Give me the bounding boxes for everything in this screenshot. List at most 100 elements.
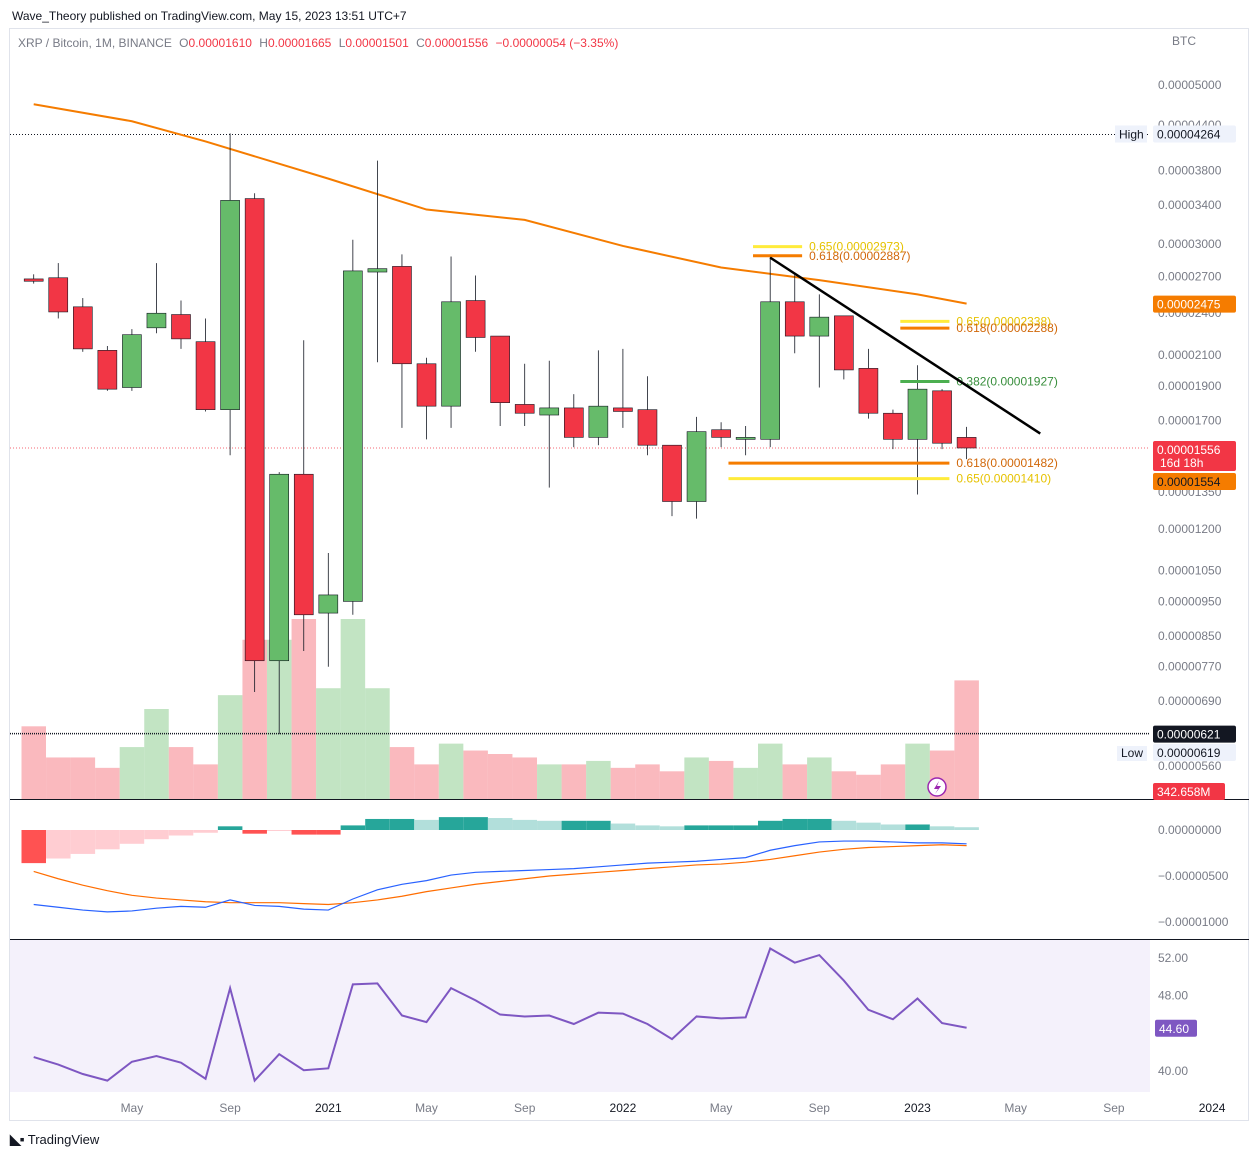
macd-line: [33, 840, 967, 913]
macd-histogram-bar: [487, 818, 513, 830]
candle[interactable]: [613, 407, 633, 412]
candle[interactable]: [956, 437, 977, 449]
price-tick-label: 0.00000950: [1158, 594, 1222, 608]
price-tick-label: 0.00001200: [1158, 522, 1222, 536]
candle[interactable]: [834, 315, 854, 371]
volume-bar: [95, 767, 120, 799]
rsi-tick-label: 52.00: [1158, 951, 1188, 965]
candle[interactable]: [662, 444, 682, 502]
fib-level-label: 0.618(0.00002288): [956, 321, 1057, 335]
trendline[interactable]: [769, 256, 1041, 435]
volume-bar: [954, 680, 979, 799]
price-tick-label: 0.00001900: [1158, 379, 1222, 393]
ma-value-tag-bg: [1153, 295, 1236, 313]
time-tick-label: May: [415, 1101, 438, 1115]
macd-tick-label: −0.00001000: [1158, 915, 1229, 929]
volume-bar: [856, 774, 881, 799]
volume-bar: [659, 771, 685, 799]
candle[interactable]: [220, 200, 240, 410]
candle[interactable]: [883, 412, 903, 440]
fib-level-label: 0.65(0.00002973): [809, 240, 904, 254]
volume-bar: [684, 757, 709, 799]
candle[interactable]: [539, 407, 560, 416]
candle[interactable]: [711, 429, 731, 438]
ma-value-tag: 0.00002475: [1157, 298, 1221, 312]
candle[interactable]: [932, 390, 952, 444]
low-line-tag-bg: [1153, 725, 1236, 743]
low-value-tag-bg: [1153, 744, 1236, 761]
candle[interactable]: [171, 314, 191, 340]
volume-bar: [168, 747, 194, 799]
candle[interactable]: [73, 306, 93, 350]
candle[interactable]: [146, 312, 167, 329]
candle[interactable]: [97, 350, 118, 390]
candle[interactable]: [809, 316, 830, 337]
macd-histogram-bar: [561, 820, 587, 830]
macd-histogram-bar: [463, 817, 488, 830]
candle[interactable]: [514, 404, 535, 414]
candle[interactable]: [23, 278, 44, 282]
candle[interactable]: [588, 405, 609, 438]
candle[interactable]: [637, 409, 658, 446]
fib-level-label: 0.618(0.00002887): [809, 249, 910, 263]
candle[interactable]: [293, 473, 314, 616]
candle[interactable]: [195, 341, 216, 410]
candle[interactable]: [563, 407, 584, 438]
candle[interactable]: [392, 266, 412, 365]
macd-histogram-bar: [807, 818, 832, 830]
candle[interactable]: [416, 363, 437, 407]
macd-histogram-bar: [193, 830, 218, 833]
candle[interactable]: [122, 334, 142, 388]
macd-histogram-bar: [758, 820, 783, 830]
symbol-name[interactable]: XRP / Bitcoin, 1M, BINANCE: [18, 36, 172, 50]
low-tag: Low: [1121, 746, 1143, 760]
macd-histogram-bar: [512, 819, 537, 830]
candle[interactable]: [760, 301, 781, 440]
high-tag: High: [1119, 128, 1144, 142]
high-value-tag-bg: [1153, 125, 1236, 143]
candle[interactable]: [269, 473, 290, 662]
price-tick-label: 0.00003400: [1158, 198, 1222, 212]
candle[interactable]: [318, 594, 339, 614]
candle[interactable]: [858, 368, 879, 414]
candle[interactable]: [48, 277, 69, 313]
time-tick-label: 2023: [904, 1101, 931, 1115]
candle[interactable]: [441, 301, 461, 407]
fib-level-label: 0.618(0.00001482): [956, 456, 1057, 470]
fib-price-tag-bg: [1153, 473, 1236, 490]
candle[interactable]: [735, 437, 756, 440]
volume-bar: [46, 757, 71, 799]
last-price-tag: 0.00001556: [1157, 443, 1221, 457]
macd-histogram-bar: [537, 820, 562, 830]
macd-histogram-bar: [782, 818, 808, 830]
rsi-line: [33, 947, 967, 1083]
volume-bar: [758, 743, 783, 799]
last-price-tag-bg: [1153, 441, 1236, 471]
price-tick-label: 0.00002100: [1158, 348, 1222, 362]
volume-value-tag: 342.658M: [1157, 785, 1210, 799]
candle[interactable]: [465, 300, 486, 338]
tradingview-logo[interactable]: ◣▪ TradingView: [10, 1131, 99, 1148]
candle[interactable]: [686, 431, 707, 502]
candle[interactable]: [244, 198, 265, 662]
candle[interactable]: [343, 270, 363, 602]
candle[interactable]: [490, 335, 510, 403]
low-tag-bg: [1117, 746, 1147, 761]
change-value: −0.00000054 (−3.35%): [495, 36, 619, 50]
macd-histogram-bar: [438, 817, 464, 830]
macd-tick-label: −0.00000500: [1158, 869, 1229, 883]
time-tick-label: Sep: [1103, 1101, 1125, 1115]
volume-bar: [389, 747, 415, 799]
candle[interactable]: [907, 388, 928, 440]
macd-histogram-bar: [70, 830, 96, 854]
candle[interactable]: [367, 268, 388, 273]
countdown-tag: 16d 18h: [1160, 456, 1203, 470]
low-value-tag: 0.00000619: [1157, 746, 1221, 760]
high-tag-bg: [1115, 125, 1147, 143]
time-tick-label: Sep: [219, 1101, 241, 1115]
volume-bar: [537, 764, 562, 799]
price-tick-label: 0.00005000: [1158, 78, 1222, 92]
high-value-tag: 0.00004264: [1157, 128, 1221, 142]
candle[interactable]: [784, 301, 805, 337]
